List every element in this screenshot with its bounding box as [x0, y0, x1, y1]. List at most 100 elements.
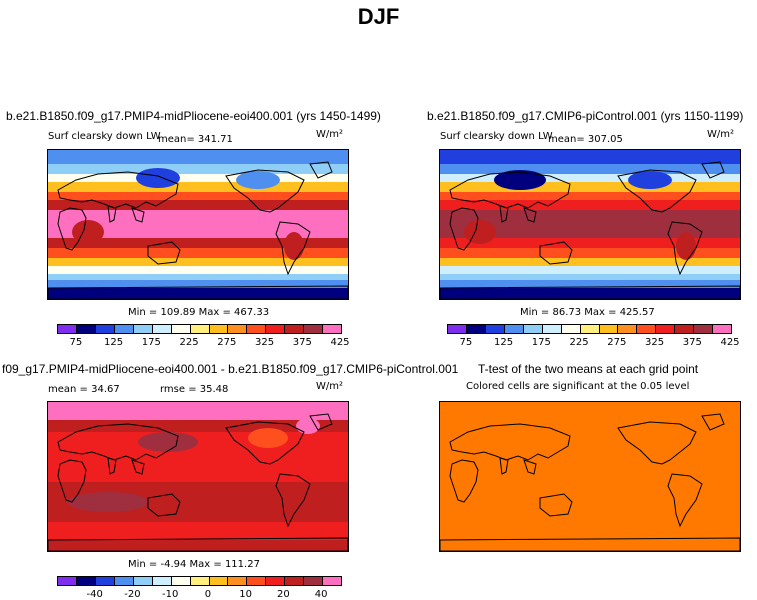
panel3-rmse: rmse = 35.48: [160, 384, 229, 395]
contour-patch: [136, 168, 180, 188]
colorbar-swatch: [95, 577, 115, 585]
panel1-units: W/m²: [316, 129, 344, 140]
colorbar-tick-label: 275: [607, 337, 627, 348]
colorbar-swatch: [637, 325, 657, 333]
panel2-variable: Surf clearsky down LW: [440, 131, 553, 142]
colorbar-tick-label: -10: [162, 589, 179, 600]
contour-band: [440, 402, 740, 551]
panel2-map: [439, 149, 741, 300]
coastline: [617, 421, 697, 465]
colorbar-tick-label: 75: [69, 337, 83, 348]
colorbar-tick-label: -20: [124, 589, 141, 600]
panel4-title: T-test of the two means at each grid poi…: [478, 362, 699, 376]
coastline: [107, 457, 145, 475]
colorbar-tick-label: 125: [104, 337, 124, 348]
colorbar-swatch: [76, 325, 96, 333]
colorbar-swatch: [228, 325, 248, 333]
panel1-variable: Surf clearsky down LW: [48, 131, 161, 142]
coastline: [449, 207, 479, 251]
colorbar-tick-label: 375: [292, 337, 312, 348]
colorbar-swatch: [523, 325, 543, 333]
contour-patch: [494, 170, 546, 190]
colorbar-tick-label: 275: [217, 337, 237, 348]
colorbar-swatch: [190, 577, 210, 585]
contour-band: [440, 182, 740, 192]
contour-band: [440, 266, 740, 274]
colorbar-swatch: [485, 325, 505, 333]
contour-band: [440, 200, 740, 210]
colorbar-swatch: [133, 325, 153, 333]
colorbar-swatch: [694, 325, 714, 333]
colorbar-tick-label: 425: [720, 337, 740, 348]
colorbar-swatch: [247, 325, 267, 333]
colorbar-swatch: [599, 325, 619, 333]
contour-band: [440, 150, 740, 164]
colorbar-swatch: [675, 325, 695, 333]
colorbar-tick-label: 375: [682, 337, 702, 348]
contour-band: [440, 248, 740, 258]
panel1-colorbar: [57, 324, 342, 334]
panel3-map: [47, 401, 349, 552]
contour-band: [440, 274, 740, 280]
contour-patch: [248, 428, 288, 448]
colorbar-swatch: [228, 577, 248, 585]
colorbar-tick-label: 225: [179, 337, 199, 348]
coastline: [701, 161, 725, 179]
contour-patch: [72, 220, 104, 244]
coastline: [147, 241, 181, 265]
coastline: [309, 161, 333, 179]
contour-band: [440, 288, 740, 299]
contour-band: [48, 164, 348, 174]
contour-band: [48, 402, 348, 420]
colorbar-swatch: [58, 577, 77, 585]
contour-band: [48, 274, 348, 280]
coastline: [701, 413, 725, 431]
contour-band: [48, 174, 348, 182]
colorbar-tick-label: -40: [86, 589, 103, 600]
panel3-colorbar: [57, 576, 342, 586]
contour-band: [48, 192, 348, 200]
coastline: [57, 171, 179, 209]
coastline: [449, 423, 571, 461]
colorbar-swatch: [114, 325, 134, 333]
contour-patch: [464, 220, 496, 244]
contour-band: [440, 238, 740, 248]
colorbar-tick-label: 0: [204, 589, 212, 600]
contour-band: [48, 280, 348, 288]
contour-patch: [676, 232, 696, 260]
contour-patch: [138, 432, 198, 452]
colorbar-swatch: [580, 325, 600, 333]
panel4-subtitle: Colored cells are significant at the 0.0…: [466, 381, 690, 392]
colorbar-tick-label: 325: [254, 337, 275, 348]
colorbar-swatch: [209, 577, 229, 585]
coastline: [499, 457, 537, 475]
colorbar-swatch: [171, 325, 191, 333]
contour-band: [48, 522, 348, 540]
contour-band: [48, 182, 348, 192]
colorbar-tick-label: 225: [569, 337, 589, 348]
colorbar-swatch: [285, 325, 305, 333]
panel1-minmax: Min = 109.89 Max = 467.33: [128, 307, 270, 318]
colorbar-swatch: [152, 577, 172, 585]
contour-band: [48, 266, 348, 274]
contour-band: [48, 540, 348, 551]
colorbar-swatch: [58, 325, 77, 333]
coastline: [667, 221, 703, 276]
colorbar-swatch: [171, 577, 191, 585]
contour-band: [48, 150, 348, 164]
panel2-units: W/m²: [707, 129, 735, 140]
colorbar-swatch: [304, 325, 324, 333]
colorbar-tick-label: 10: [239, 589, 253, 600]
contour-band: [440, 164, 740, 174]
panel2-mean: mean= 307.05: [548, 134, 623, 145]
colorbar-tick-label: 125: [494, 337, 514, 348]
colorbar-swatch: [448, 325, 467, 333]
colorbar-swatch: [190, 325, 210, 333]
colorbar-swatch: [285, 577, 305, 585]
contour-patch: [296, 418, 320, 434]
colorbar-swatch: [304, 577, 324, 585]
colorbar-swatch: [209, 325, 229, 333]
contour-band: [48, 248, 348, 258]
coastline: [48, 537, 348, 551]
colorbar-tick-label: 40: [314, 589, 328, 600]
